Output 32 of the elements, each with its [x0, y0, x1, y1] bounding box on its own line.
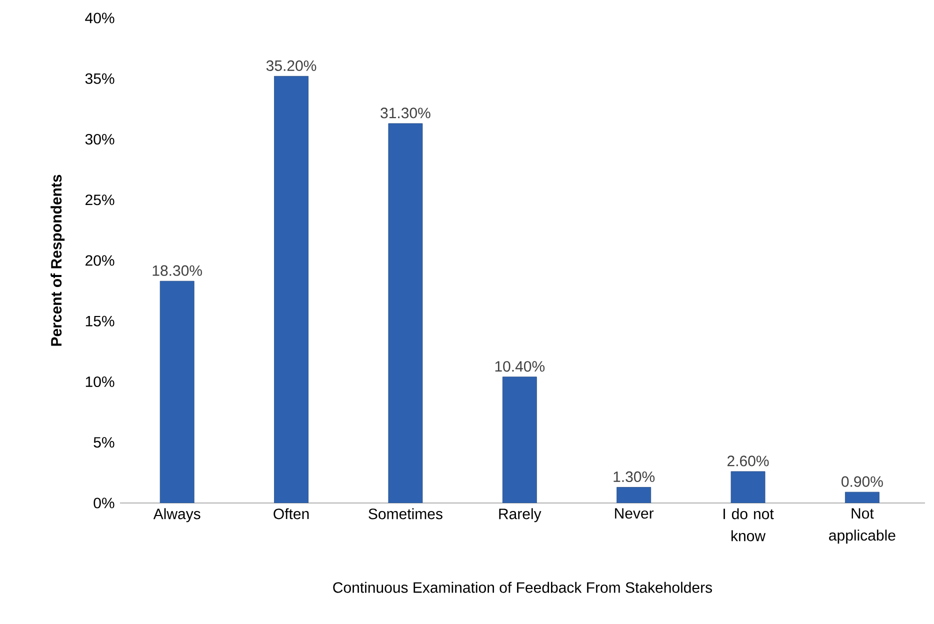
x-tick-label: Often	[274, 508, 309, 520]
bar	[845, 492, 880, 503]
x-tick-label: Not applicable	[829, 508, 896, 544]
y-tick-label: 30%	[85, 134, 114, 145]
y-tick-label: 25%	[86, 194, 114, 206]
data-label: 18.30%	[152, 265, 202, 276]
x-tick-label: Never	[615, 508, 654, 519]
data-label: 1.30%	[614, 471, 655, 482]
data-label: 31.30%	[380, 108, 430, 118]
x-tick-label: I do not know	[724, 508, 774, 542]
x-axis-title: Continuous Examination of Feedback From Stakeholders	[333, 582, 712, 593]
data-label: 10.40%	[495, 361, 545, 372]
data-label: 2.60%	[728, 456, 769, 466]
y-axis-title: Percent of Respondents	[50, 174, 65, 346]
bar	[502, 376, 537, 503]
bar	[616, 487, 652, 503]
x-tick-label: Always	[153, 508, 200, 522]
bar	[160, 280, 194, 503]
bar	[730, 471, 766, 503]
bar	[274, 76, 308, 503]
x-tick-label: Sometimes	[368, 508, 442, 520]
data-label: 0.90%	[842, 476, 883, 487]
bar	[388, 123, 423, 503]
y-tick-label: 20%	[86, 255, 114, 266]
y-tick-label: 5%	[94, 437, 114, 448]
data-label: 35.20%	[266, 60, 316, 71]
y-tick-label: 35%	[85, 73, 114, 84]
y-tick-label: 0%	[94, 498, 114, 508]
y-tick-label: 15%	[86, 316, 114, 326]
y-tick-label: 40%	[85, 12, 114, 24]
y-tick-label: 10%	[86, 376, 114, 388]
x-tick-label: Rarely	[499, 508, 542, 522]
